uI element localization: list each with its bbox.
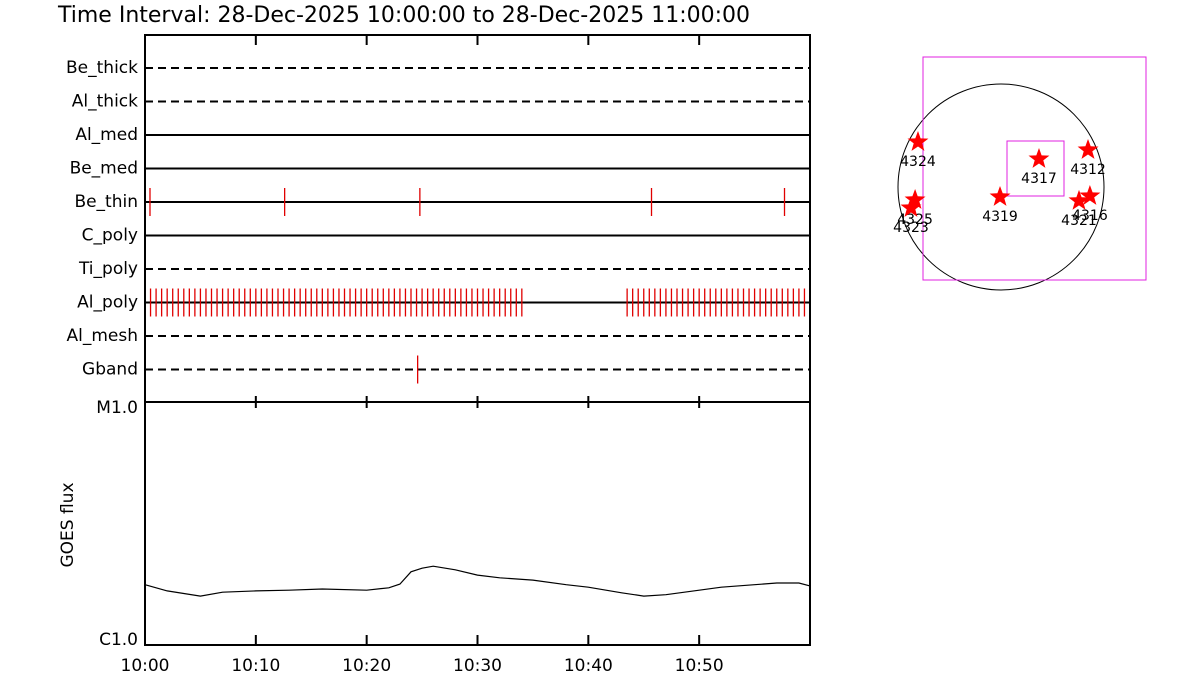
region-label: 4316 <box>1072 208 1108 224</box>
row-label: Al_med <box>75 125 138 145</box>
goes-curve <box>144 565 811 597</box>
y-axis-label: GOES flux <box>58 482 78 567</box>
y-tick-label: M1.0 <box>96 398 138 418</box>
region-label: 4319 <box>982 209 1018 225</box>
region-label: 4325 <box>897 212 933 228</box>
fov-box-inner <box>1006 140 1065 197</box>
timeline-frame <box>144 34 811 403</box>
row-label: Be_med <box>70 159 138 179</box>
region-star <box>1077 139 1099 159</box>
region-label: 4321 <box>1061 213 1097 229</box>
region-label: 4312 <box>1070 162 1106 178</box>
region-star <box>1079 185 1101 205</box>
fov-box <box>922 56 1147 281</box>
row-label: Al_thick <box>72 92 138 112</box>
x-tick-label: 10:00 <box>121 656 170 676</box>
region-star <box>1028 148 1050 168</box>
region-star <box>907 131 929 151</box>
region-star <box>904 189 926 209</box>
row-label: C_poly <box>82 226 138 246</box>
row-label: Gband <box>82 360 138 380</box>
chart-title: Time Interval: 28-Dec-2025 10:00:00 to 2… <box>57 3 750 28</box>
goes-frame <box>144 401 811 646</box>
row-label: Al_poly <box>77 293 138 313</box>
row-label: Ti_poly <box>78 259 138 279</box>
region-star <box>900 197 922 217</box>
x-tick-label: 10:30 <box>453 656 502 676</box>
row-label: Al_mesh <box>66 326 138 346</box>
x-tick-label: 10:10 <box>231 656 280 676</box>
row-label: Be_thin <box>74 192 138 212</box>
row-label: Be_thick <box>66 58 138 78</box>
x-tick-label: 10:50 <box>675 656 724 676</box>
region-label: 4317 <box>1021 171 1057 187</box>
x-tick-label: 10:20 <box>342 656 391 676</box>
region-label: 4323 <box>893 220 929 236</box>
solar-limb <box>897 83 1105 291</box>
region-star <box>1068 189 1090 210</box>
region-star <box>989 186 1011 206</box>
region-label: 4324 <box>900 154 936 170</box>
x-tick-label: 10:40 <box>564 656 613 676</box>
y-tick-label: C1.0 <box>99 630 138 650</box>
